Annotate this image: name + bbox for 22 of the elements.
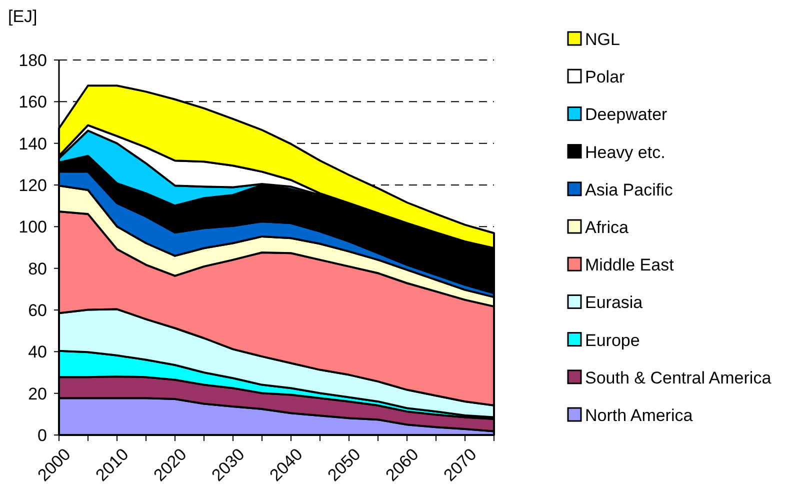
legend-label: Europe xyxy=(585,330,640,350)
legend-label: Asia Pacific xyxy=(585,180,674,200)
legend-label: NGL xyxy=(585,30,620,49)
legend-label: Polar xyxy=(585,68,626,87)
y-tick-label: 180 xyxy=(18,50,47,70)
y-axis-title: [EJ] xyxy=(8,7,38,26)
y-tick-label: 80 xyxy=(28,259,47,278)
y-tick-label: 40 xyxy=(28,342,47,362)
legend-label: Deepwater xyxy=(585,105,668,124)
y-tick-label: 100 xyxy=(18,218,47,237)
y-tick-label: 120 xyxy=(18,176,47,195)
y-tick-label: 140 xyxy=(18,134,47,154)
legend-label: Eurasia xyxy=(585,293,644,312)
legend-label: Middle East xyxy=(585,256,674,275)
y-tick-label: 160 xyxy=(18,92,47,112)
legend-label: Heavy etc. xyxy=(585,142,666,162)
legend-label: Africa xyxy=(585,218,629,237)
y-tick-label: 60 xyxy=(28,300,47,320)
legend-label: North America xyxy=(585,406,694,425)
legend-label: South & Central America xyxy=(585,368,772,388)
y-tick-label: 0 xyxy=(38,426,47,445)
y-tick-label: 20 xyxy=(28,384,47,404)
